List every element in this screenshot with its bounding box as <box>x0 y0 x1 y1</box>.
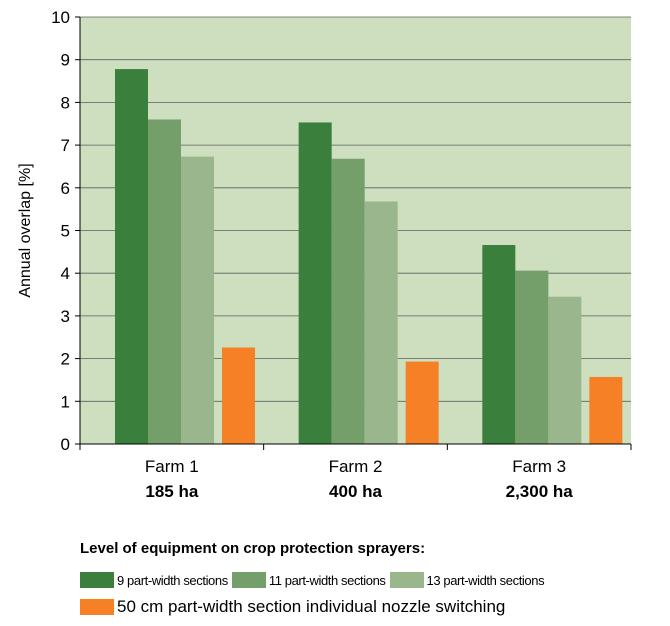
x-tick-sublabel: 2,300 ha <box>506 482 574 501</box>
legend-title: Level of equipment on crop protection sp… <box>80 540 426 557</box>
legend-row-2: 50 cm part-width section individual nozz… <box>80 597 509 617</box>
y-tick-label: 5 <box>61 222 70 241</box>
x-tick-labels: Farm 1 185 ha Farm 2 400 ha Farm 3 2,300 ha <box>79 444 632 501</box>
bar-farm-2-series-1 <box>331 158 365 444</box>
legend-label-nozzle-switching: 50 cm part-width section individual nozz… <box>117 597 506 616</box>
bar-farm-1-series-3 <box>222 347 255 444</box>
legend-swatch-nozzle-switching <box>80 599 114 615</box>
bar-farm-1-series-1 <box>148 119 181 444</box>
bars <box>115 69 623 445</box>
legend-swatch-11-sections <box>231 572 266 588</box>
y-tick-label: 4 <box>61 264 70 283</box>
x-tick-label: Farm 2 <box>329 457 383 476</box>
legend-row-1: 9 part-width sections 11 part-width sect… <box>80 572 548 588</box>
bar-farm-3-series-0 <box>482 245 516 444</box>
y-tick-label: 9 <box>61 51 70 70</box>
x-tick-label: Farm 3 <box>512 457 566 476</box>
legend-item-9-sections: 9 part-width sections <box>80 572 228 588</box>
y-tick-label: 3 <box>61 307 70 326</box>
y-tick-labels: 0 1 2 3 4 5 6 7 8 9 10 <box>51 8 80 454</box>
bar-farm-2-series-2 <box>364 201 398 444</box>
bar-farm-1-series-0 <box>115 69 148 445</box>
legend-item-nozzle-switching: 50 cm part-width section individual nozz… <box>80 597 505 617</box>
legend-label-11-sections: 11 part-width sections <box>268 572 386 588</box>
y-tick-label: 10 <box>51 8 70 27</box>
y-tick-label: 0 <box>61 435 70 454</box>
y-tick-label: 2 <box>61 350 70 369</box>
x-tick-label: Farm 1 <box>145 457 199 476</box>
legend-label-9-sections: 9 part-width sections <box>117 572 228 588</box>
y-tick-label: 7 <box>61 136 70 155</box>
legend-swatch-9-sections <box>80 572 114 588</box>
legend-item-11-sections: 11 part-width sections <box>231 572 386 588</box>
x-tick-sublabel: 400 ha <box>329 482 382 501</box>
bar-farm-1-series-2 <box>181 156 214 444</box>
bar-farm-3-series-1 <box>515 270 549 444</box>
bar-farm-2-series-0 <box>298 122 332 445</box>
y-tick-label: 6 <box>61 179 70 198</box>
legend-item-13-sections: 13 part-width sections <box>389 572 545 588</box>
bar-farm-3-series-2 <box>548 296 582 444</box>
legend-label-13-sections: 13 part-width sections <box>426 572 545 588</box>
bar-farm-3-series-3 <box>589 376 623 444</box>
x-tick-sublabel: 185 ha <box>145 482 198 501</box>
y-tick-label: 1 <box>61 392 70 411</box>
y-axis-label: Annual overlap [%] <box>17 163 34 297</box>
bar-farm-2-series-3 <box>405 361 439 444</box>
legend-swatch-13-sections <box>389 572 424 588</box>
y-tick-label: 8 <box>61 93 70 112</box>
